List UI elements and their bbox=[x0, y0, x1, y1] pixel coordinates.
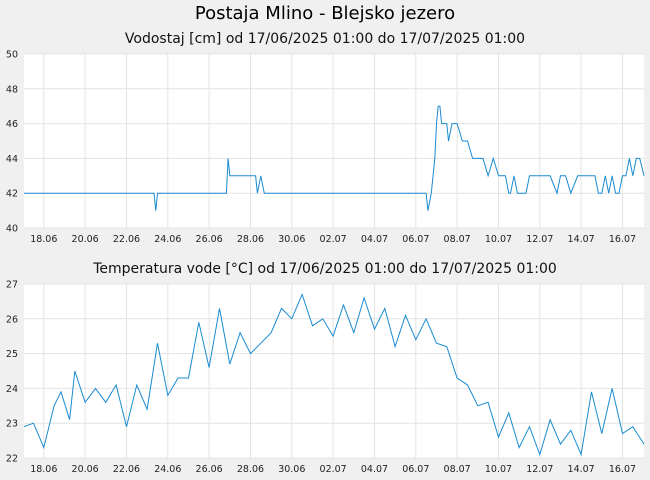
water-level-y-tick-label: 42 bbox=[6, 189, 18, 200]
water-level-x-tick-label: 02.07 bbox=[320, 234, 347, 245]
water-temperature-x-tick-label: 24.06 bbox=[154, 464, 181, 475]
water-level-x-tick-label: 08.07 bbox=[444, 234, 471, 245]
water-temperature-series-line bbox=[23, 292, 645, 457]
water-level-x-tick-label: 26.06 bbox=[196, 234, 223, 245]
water-temperature-y-tick-label: 22 bbox=[6, 454, 18, 465]
water-level-series-line bbox=[24, 105, 645, 211]
water-temperature-x-tick-label: 28.06 bbox=[237, 464, 264, 475]
water-level-x-tick-label: 14.07 bbox=[568, 234, 595, 245]
water-temperature-x-tick-label: 04.07 bbox=[361, 464, 388, 475]
water-level-y-tick-label: 44 bbox=[6, 154, 18, 165]
water-temperature-x-tick-label: 20.06 bbox=[72, 464, 99, 475]
water-level-x-tick-label: 06.07 bbox=[402, 234, 429, 245]
water-level-x-tick-label: 04.07 bbox=[361, 234, 388, 245]
water-level-x-tick-label: 22.06 bbox=[113, 234, 140, 245]
water-temperature-x-tick-label: 08.07 bbox=[444, 464, 471, 475]
water-temperature-chart-title: Temperatura vode [°C] od 17/06/2025 01:0… bbox=[93, 261, 557, 277]
water-level-y-tick-label: 46 bbox=[6, 119, 18, 130]
water-temperature-x-tick-label: 16.07 bbox=[609, 464, 636, 475]
water-temperature-x-tick-label: 12.07 bbox=[526, 464, 553, 475]
water-level-x-tick-label: 10.07 bbox=[485, 234, 512, 245]
water-level-x-tick-label: 28.06 bbox=[237, 234, 264, 245]
water-temperature-y-tick-label: 27 bbox=[6, 280, 18, 291]
water-temperature-y-tick-label: 24 bbox=[6, 384, 18, 395]
water-temperature-plot-area bbox=[24, 284, 644, 458]
water-level-x-tick-label: 20.06 bbox=[72, 234, 99, 245]
water-temperature-y-tick-label: 25 bbox=[6, 349, 18, 360]
water-level-x-tick-label: 16.07 bbox=[609, 234, 636, 245]
water-temperature-y-tick-label: 23 bbox=[6, 419, 18, 430]
water-level-x-tick-label: 18.06 bbox=[30, 234, 57, 245]
water-level-y-tick-label: 40 bbox=[6, 224, 18, 235]
water-temperature-x-tick-label: 22.06 bbox=[113, 464, 140, 475]
water-temperature-x-tick-label: 06.07 bbox=[402, 464, 429, 475]
water-temperature-x-tick-label: 10.07 bbox=[485, 464, 512, 475]
water-temperature-x-tick-label: 14.07 bbox=[568, 464, 595, 475]
water-temperature-chart: 22 23 24 25 26 27 18.06 20.06 22.06 24.06 26.06 28.… bbox=[6, 280, 645, 475]
water-temperature-x-tick-label: 18.06 bbox=[30, 464, 57, 475]
water-level-chart: 40 42 44 46 48 50 18.06 20.06 22.06 24.06 26.06 28.… bbox=[6, 50, 645, 245]
page-title: Postaja Mlino - Blejsko jezero bbox=[194, 3, 456, 24]
water-temperature-x-tick-label: 30.06 bbox=[278, 464, 305, 475]
water-level-plot-area bbox=[24, 54, 644, 228]
water-level-y-tick-label: 50 bbox=[6, 50, 18, 61]
water-temperature-x-tick-label: 26.06 bbox=[196, 464, 223, 475]
water-level-y-tick-label: 48 bbox=[6, 84, 18, 95]
water-level-x-tick-label: 24.06 bbox=[154, 234, 181, 245]
water-level-chart-title: Vodostaj [cm] od 17/06/2025 01:00 do 17/… bbox=[124, 31, 526, 47]
water-level-x-tick-label: 12.07 bbox=[526, 234, 553, 245]
water-temperature-x-tick-label: 02.07 bbox=[320, 464, 347, 475]
water-level-x-tick-label: 30.06 bbox=[278, 234, 305, 245]
water-temperature-y-tick-label: 26 bbox=[6, 314, 18, 325]
